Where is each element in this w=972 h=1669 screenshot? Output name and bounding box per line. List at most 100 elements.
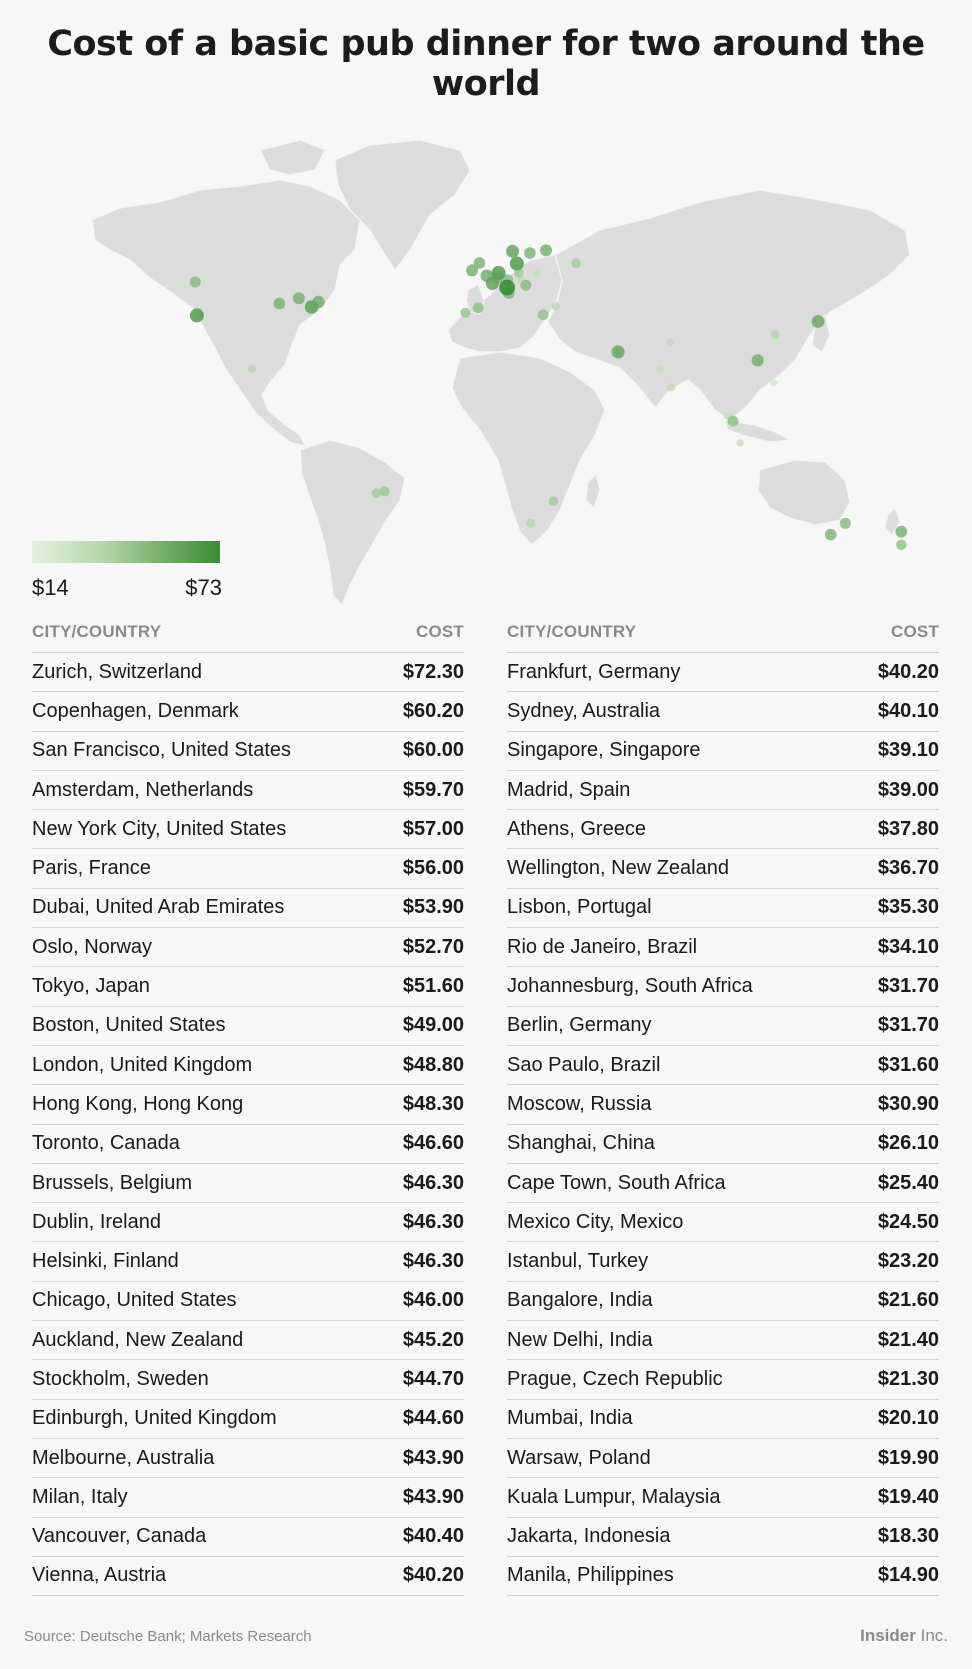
city-cell: Boston, United States — [32, 1014, 226, 1037]
cost-cell: $52.70 — [402, 935, 464, 958]
table-row: Manila, Philippines $14.90 — [507, 1557, 939, 1597]
table-row: Melbourne, Australia $43.90 — [32, 1439, 464, 1479]
city-cell: London, United Kingdom — [32, 1053, 253, 1076]
table-row: San Francisco, United States $60.00 — [32, 732, 464, 771]
city-cell: Shanghai, China — [507, 1132, 655, 1155]
cost-cell: $43.90 — [402, 1485, 464, 1508]
city-cell: Bangalore, India — [507, 1289, 653, 1312]
cost-cell: $39.10 — [877, 739, 939, 762]
cost-cell: $46.30 — [402, 1250, 464, 1273]
legend-min-label: $14 — [32, 575, 69, 600]
cost-cell: $56.00 — [402, 857, 464, 880]
cost-cell: $31.70 — [877, 975, 939, 998]
city-point-stockholm — [524, 247, 536, 259]
table-row: Zurich, Switzerland $72.30 — [32, 653, 464, 693]
city-cell: Hong Kong, Hong Kong — [32, 1092, 244, 1115]
cost-cell: $45.20 — [402, 1328, 464, 1351]
cost-cell: $60.00 — [402, 739, 464, 762]
table-row: Toronto, Canada $46.60 — [32, 1125, 464, 1164]
table-row: Tokyo, Japan $51.60 — [32, 967, 464, 1007]
city-point-vancouver — [189, 276, 201, 288]
world-map-svg — [91, 139, 911, 607]
cost-cell: $25.40 — [877, 1171, 939, 1194]
city-point-tokyo — [811, 315, 825, 328]
city-cell: Moscow, Russia — [507, 1092, 652, 1115]
city-point-singapore — [727, 415, 739, 427]
city-cell: Helsinki, Finland — [32, 1250, 179, 1273]
city-point-sydney — [839, 517, 851, 529]
city-cell: Sao Paulo, Brazil — [507, 1053, 661, 1076]
city-cell: Prague, Czech Republic — [507, 1367, 723, 1390]
table-row: Johannesburg, South Africa $31.70 — [507, 967, 939, 1007]
cost-cell: $72.30 — [402, 660, 464, 683]
city-cell: Athens, Greece — [507, 817, 646, 840]
city-point-moscow — [571, 258, 581, 268]
city-cell: New Delhi, India — [507, 1328, 653, 1351]
cost-cell: $46.60 — [402, 1132, 464, 1155]
city-cell: Mexico City, Mexico — [507, 1210, 684, 1233]
city-cell: Manila, Philippines — [507, 1564, 674, 1587]
city-point-san-francisco — [189, 308, 204, 323]
city-point-auckland — [895, 525, 908, 538]
city-point-istanbul — [551, 301, 560, 311]
cost-cell: $24.50 — [877, 1210, 939, 1233]
land-masses — [91, 139, 911, 607]
city-cell: Stockholm, Sweden — [32, 1367, 209, 1390]
table-row: Warsaw, Poland $19.90 — [507, 1439, 939, 1479]
city-cell: Madrid, Spain — [507, 778, 631, 801]
table-row: Paris, France $56.00 — [32, 849, 464, 889]
city-point-warsaw — [532, 269, 541, 278]
city-point-manila — [770, 379, 778, 387]
city-cell: Frankfurt, Germany — [507, 660, 681, 683]
city-point-amsterdam — [491, 266, 506, 280]
city-cell: Edinburgh, United Kingdom — [32, 1407, 277, 1430]
cost-cell: $51.60 — [402, 975, 464, 998]
cost-cell: $20.10 — [877, 1407, 939, 1430]
city-cell: Warsaw, Poland — [507, 1446, 651, 1469]
table-row: Moscow, Russia $30.90 — [507, 1085, 939, 1125]
city-point-madrid — [472, 302, 484, 314]
city-cell: Zurich, Switzerland — [32, 660, 203, 683]
city-point-lisbon — [460, 307, 471, 318]
southeast-asia-islands-shape — [724, 419, 793, 443]
cost-header: COST — [415, 622, 464, 641]
cost-header: COST — [890, 622, 939, 641]
cost-cell: $36.70 — [877, 857, 939, 880]
city-point-new-york-city — [304, 300, 319, 314]
city-point-paris — [485, 276, 500, 290]
table-row: Edinburgh, United Kingdom $44.60 — [32, 1400, 464, 1439]
table-row: Madrid, Spain $39.00 — [507, 771, 939, 811]
table-row: Milan, Italy $43.90 — [32, 1478, 464, 1518]
europe-shape — [447, 254, 566, 353]
cost-cell: $57.00 — [402, 817, 464, 840]
city-cell: Copenhagen, Denmark — [32, 699, 239, 722]
city-cell: Brussels, Belgium — [32, 1171, 193, 1194]
cost-cell: $23.20 — [877, 1250, 939, 1273]
cost-cell: $40.10 — [877, 699, 939, 722]
cost-cell: $48.80 — [402, 1053, 464, 1076]
cost-cell: $14.90 — [877, 1564, 939, 1587]
table-row: Athens, Greece $37.80 — [507, 810, 939, 850]
city-point-chicago — [273, 297, 286, 310]
table-row: Mexico City, Mexico $24.50 — [507, 1203, 939, 1243]
table-row: Boston, United States $49.00 — [32, 1007, 464, 1046]
table-row: Cape Town, South Africa $25.40 — [507, 1164, 939, 1204]
city-cell: Vienna, Austria — [32, 1564, 167, 1587]
city-point-copenhagen — [509, 256, 524, 271]
cost-cell: $31.60 — [877, 1053, 939, 1076]
cost-cell: $43.90 — [402, 1446, 464, 1469]
city-point-zurich — [499, 279, 515, 296]
table-row: Wellington, New Zealand $36.70 — [507, 849, 939, 889]
city-cell: Lisbon, Portugal — [507, 896, 652, 919]
cost-cell: $60.20 — [402, 699, 464, 722]
cost-cell: $49.00 — [402, 1014, 464, 1037]
cost-cell: $59.70 — [402, 778, 464, 801]
table-row: Hong Kong, Hong Kong $48.30 — [32, 1085, 464, 1125]
cost-cell: $21.40 — [877, 1328, 939, 1351]
city-cell: Chicago, United States — [32, 1289, 237, 1312]
table-row: Istanbul, Turkey $23.20 — [507, 1242, 939, 1282]
city-point-jakarta — [736, 439, 744, 447]
city-header: CITY/COUNTRY — [507, 622, 637, 641]
table-row: Kuala Lumpur, Malaysia $19.40 — [507, 1478, 939, 1518]
cost-cell: $19.90 — [877, 1446, 939, 1469]
